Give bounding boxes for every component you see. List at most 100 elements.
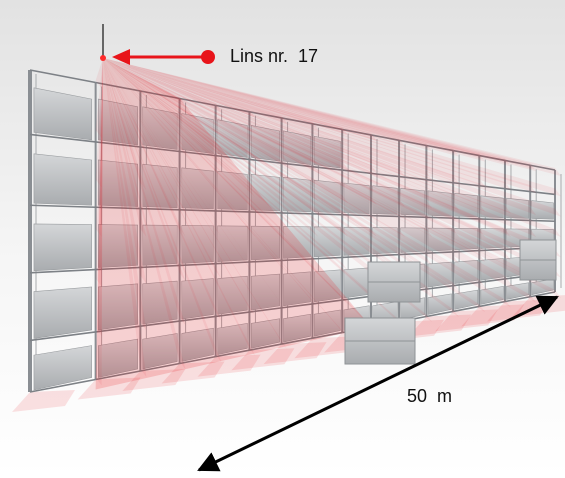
sensor-beam [103,58,349,237]
rack-beam [504,187,531,193]
sensor-beam [103,58,349,305]
sensor-beam [103,58,319,345]
sensor-beam [103,58,561,237]
rack-beam [504,218,531,222]
rack-beam [370,253,400,257]
sensor-beam [103,58,349,271]
rack-beam [281,258,313,262]
sensor-beam [103,58,256,237]
rack-beam [179,150,216,157]
rack-beam [281,212,313,215]
crate [400,227,426,253]
sensor-beam [103,58,460,237]
sensor-beam [103,58,222,154]
sensor-beam [103,58,256,198]
sensor-beam [103,58,319,166]
sensor-beam [103,58,222,237]
crate [98,98,138,146]
crate [400,187,426,216]
crate [98,159,138,207]
sensor-beam [103,58,511,190]
crate [372,185,398,215]
rack-beam [453,181,480,187]
crate [181,225,214,264]
sensor-beam [103,58,377,205]
rack-beam [479,184,506,190]
sensor-beam [103,58,186,105]
sensor-beam [103,58,377,334]
sensor-beam [103,58,222,363]
sensor-beam [103,58,406,237]
rack-beam [140,362,180,372]
sensor-beam [103,58,288,237]
sensor-beam [95,58,103,237]
sensor-beam [95,58,103,188]
sensor-beam [103,58,319,273]
sensor-beam [103,58,377,270]
sensor-beam [103,58,511,261]
sensor-beam [103,58,561,298]
crate [283,177,311,213]
sensor-beam [103,58,147,237]
rack-beam [249,158,282,164]
sensor-beam [103,58,222,112]
sensor-beam [103,58,537,281]
sensor-beam [103,58,256,317]
sensor-beam [103,58,186,326]
sensor-beam [103,58,377,302]
crate [427,227,452,252]
sensor-beam [103,58,486,162]
crate [283,130,311,166]
sensor-beam [103,58,147,377]
floor-shadow [77,377,141,400]
crate [313,135,341,169]
sensor-beam [103,58,433,152]
sensor-beam [103,58,319,237]
sensor-beam [103,58,433,209]
crate [427,261,452,288]
sensor-beam [103,58,256,277]
sensor-beam [103,58,406,268]
rack-beam [479,278,506,284]
sensor-beam [103,58,186,370]
sensor-beam [103,58,256,357]
crate [33,153,92,206]
rack-beam [342,213,372,217]
sensor-beam [103,58,486,187]
rack-beam [398,175,427,181]
rack-beam [95,81,141,92]
rack-beam [426,251,454,255]
rack-beam [399,215,427,219]
sensor-beam [103,58,460,157]
sensor-beam [103,58,349,136]
rack-beam [453,217,480,220]
rack-beam [281,117,313,125]
crate [142,106,178,150]
floor-shadow [12,390,75,412]
sensor-beam [103,58,406,207]
rack-beam [29,268,96,274]
sensor-beam [103,58,433,237]
crate [33,223,92,272]
sensor-beam [103,58,288,162]
crate [181,167,214,210]
rack-beam [312,256,343,260]
sensor-beam [103,58,186,282]
sensor-beam [103,58,486,212]
rack-beam [95,266,141,271]
sensor-beam [103,58,511,167]
rack-beam [342,128,372,136]
crate [98,338,138,378]
crate [454,228,479,251]
sensor-beam [103,58,460,211]
sensor-beam [103,58,147,98]
sensor-beam [103,58,256,158]
sensor-beam [103,58,147,191]
sensor-beam [95,58,103,89]
rack-beam [29,378,96,393]
rack-beam [530,190,556,196]
sensor-beam [103,58,288,124]
sensor-beam [103,58,406,177]
sensor-beam [103,58,288,351]
